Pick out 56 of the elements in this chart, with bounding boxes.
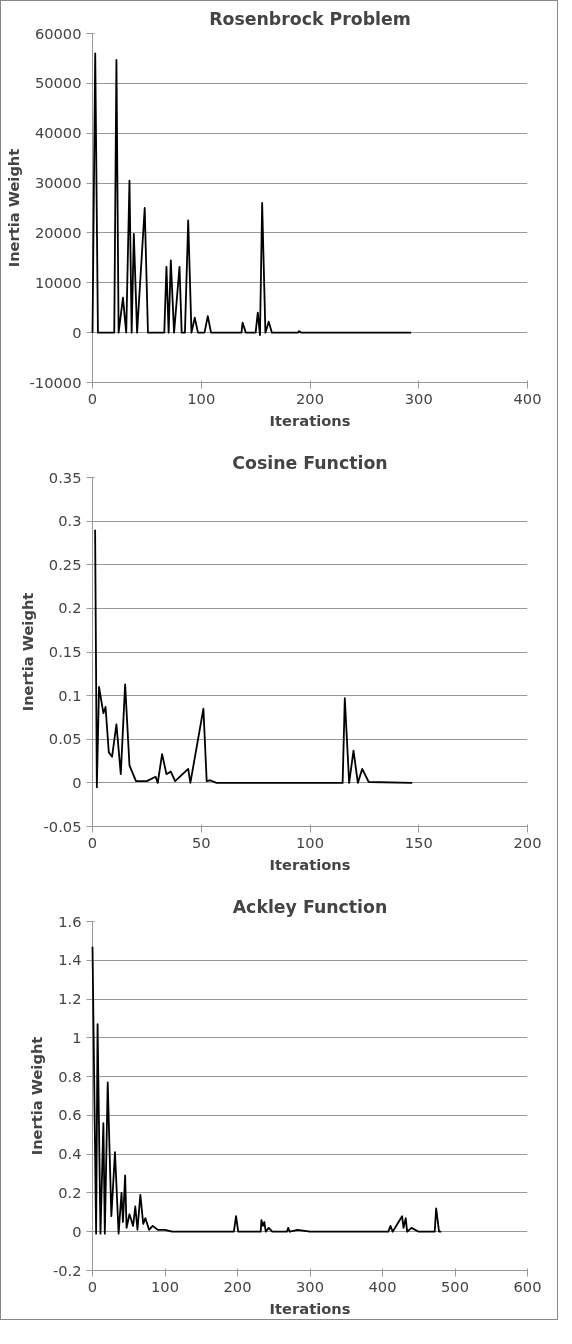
y-axis-title: Inertia Weight (18, 592, 36, 712)
y-tick-label: 0 (72, 773, 82, 791)
x-axis-title: Iterations (269, 855, 351, 873)
y-tick-label: 0.3 (58, 512, 82, 530)
y-tick-label: -0.05 (43, 817, 82, 835)
x-tick-label: 150 (404, 833, 433, 851)
y-tick-label: 0.8 (58, 1067, 82, 1085)
x-tick-label: 400 (368, 1277, 397, 1295)
x-tick-label: 100 (151, 1277, 179, 1295)
y-axis-title: Inertia Weight (4, 148, 22, 268)
x-axis-title: Iterations (269, 1299, 351, 1317)
chart-title: Ackley Function (232, 896, 388, 917)
y-tick-label: 1 (72, 1028, 82, 1046)
y-tick-label: -10000 (29, 373, 82, 391)
x-tick-label: 400 (513, 389, 542, 407)
y-tick-label: 60000 (34, 24, 82, 42)
y-tick-label: 0.25 (48, 555, 82, 573)
x-tick-label: 100 (187, 389, 216, 407)
x-tick-label: 300 (404, 389, 433, 407)
y-tick-label: 50000 (34, 74, 82, 92)
y-tick-label: 20000 (34, 223, 82, 241)
x-tick-label: 0 (87, 389, 98, 407)
x-tick-label: 500 (441, 1277, 469, 1295)
x-tick-label: 200 (296, 389, 324, 407)
y-tick-label: 0.2 (58, 599, 82, 617)
y-tick-label: 0.6 (58, 1106, 82, 1124)
y-tick-label: 0 (72, 323, 82, 341)
y-tick-label: 10000 (34, 273, 82, 291)
y-tick-label: 40000 (34, 124, 82, 142)
y-tick-label: 0 (72, 1222, 82, 1240)
y-tick-label: 0.4 (58, 1145, 82, 1163)
y-tick-label: 0.15 (48, 643, 82, 660)
y-tick-label: 0.05 (48, 730, 82, 748)
line-series (91, 52, 413, 337)
y-tick-label: 1.6 (58, 912, 82, 930)
y-tick-label: 1.2 (58, 990, 82, 1008)
x-axis-title: Iterations (269, 411, 351, 429)
y-tick-label: 0.2 (58, 1183, 82, 1201)
line-series (91, 945, 443, 1235)
y-tick-label: -0.2 (52, 1261, 82, 1279)
x-tick-label: 100 (296, 833, 324, 851)
x-tick-label: 200 (223, 1277, 252, 1295)
x-tick-label: 300 (296, 1277, 324, 1295)
x-tick-label: 0 (87, 833, 98, 851)
chart-title: Rosenbrock Problem (209, 8, 411, 29)
y-tick-label: 0.1 (58, 686, 82, 704)
x-tick-label: 200 (513, 833, 542, 851)
y-tick-label: 1.4 (58, 951, 82, 969)
y-tick-label: 30000 (34, 174, 82, 192)
x-tick-label: 50 (191, 833, 211, 851)
y-axis-title: Inertia Weight (27, 1036, 45, 1156)
y-tick-label: 0.35 (48, 468, 82, 486)
line-series (94, 528, 414, 789)
x-tick-label: 600 (513, 1277, 542, 1295)
chart-title: Cosine Function (232, 452, 388, 473)
x-tick-label: 0 (87, 1277, 98, 1295)
